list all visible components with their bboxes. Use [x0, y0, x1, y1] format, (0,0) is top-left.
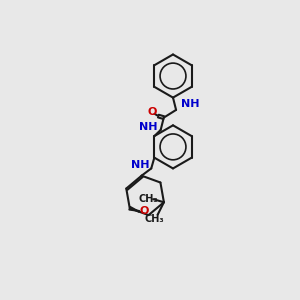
Text: CH₃: CH₃ [139, 194, 158, 204]
Text: O: O [140, 206, 149, 216]
Text: NH: NH [131, 160, 150, 170]
Text: NH: NH [181, 99, 199, 109]
Text: CH₃: CH₃ [145, 214, 164, 224]
Text: NH: NH [139, 122, 158, 132]
Text: O: O [148, 107, 157, 117]
